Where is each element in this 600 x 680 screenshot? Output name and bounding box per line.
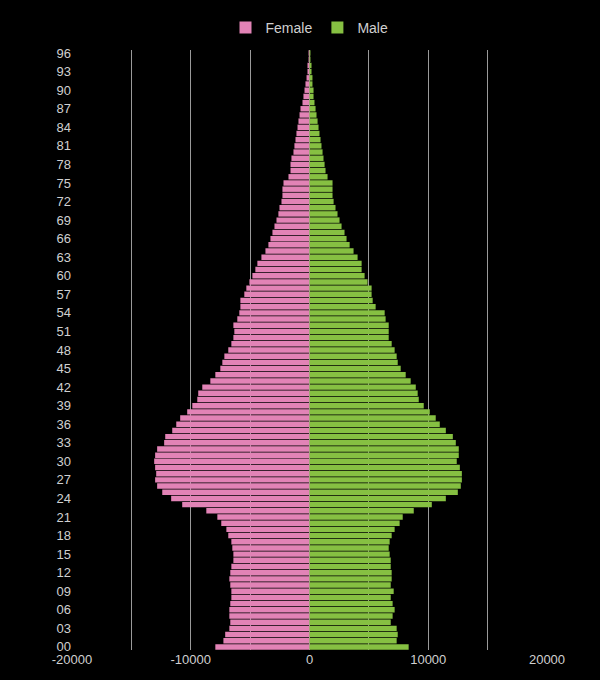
svg-text:78: 78 [57, 157, 71, 172]
svg-text:84: 84 [57, 120, 71, 135]
svg-text:51: 51 [57, 324, 71, 339]
svg-text:27: 27 [57, 472, 71, 487]
svg-text:60: 60 [57, 268, 71, 283]
svg-text:15: 15 [57, 547, 71, 562]
svg-text:90: 90 [57, 83, 71, 98]
svg-text:75: 75 [57, 176, 71, 191]
svg-text:42: 42 [57, 380, 71, 395]
svg-text:-10000: -10000 [171, 652, 211, 667]
svg-text:57: 57 [57, 287, 71, 302]
svg-text:03: 03 [57, 621, 71, 636]
svg-text:72: 72 [57, 194, 71, 209]
svg-text:63: 63 [57, 250, 71, 265]
svg-text:20000: 20000 [529, 652, 565, 667]
svg-text:45: 45 [57, 361, 71, 376]
svg-text:09: 09 [57, 584, 71, 599]
svg-text:Female: Female [266, 20, 313, 36]
svg-text:10000: 10000 [410, 652, 446, 667]
svg-text:87: 87 [57, 101, 71, 116]
svg-text:96: 96 [57, 46, 71, 61]
svg-text:24: 24 [57, 491, 71, 506]
svg-text:-20000: -20000 [52, 652, 92, 667]
svg-text:12: 12 [57, 565, 71, 580]
svg-text:Male: Male [357, 20, 388, 36]
svg-text:0: 0 [306, 652, 313, 667]
svg-text:33: 33 [57, 435, 71, 450]
svg-text:54: 54 [57, 305, 71, 320]
svg-text:39: 39 [57, 398, 71, 413]
svg-text:30: 30 [57, 454, 71, 469]
svg-text:18: 18 [57, 528, 71, 543]
svg-text:21: 21 [57, 510, 71, 525]
svg-text:48: 48 [57, 343, 71, 358]
svg-text:00: 00 [57, 639, 71, 654]
svg-text:36: 36 [57, 417, 71, 432]
svg-text:69: 69 [57, 213, 71, 228]
svg-text:81: 81 [57, 138, 71, 153]
svg-text:66: 66 [57, 231, 71, 246]
svg-text:06: 06 [57, 602, 71, 617]
svg-text:93: 93 [57, 64, 71, 79]
